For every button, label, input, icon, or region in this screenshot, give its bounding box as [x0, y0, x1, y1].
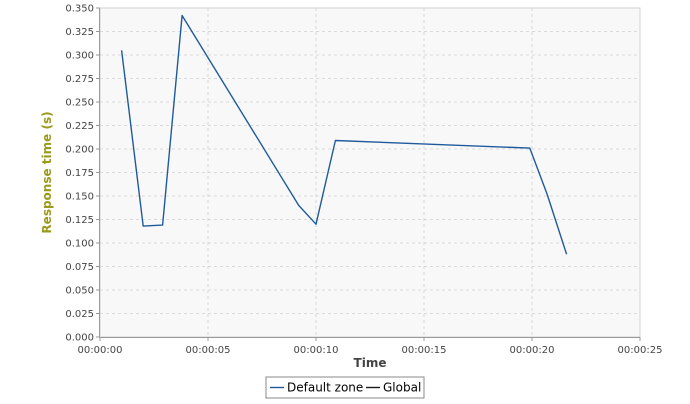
y-tick-label: 0.175	[65, 168, 94, 179]
y-tick-label: 0.075	[65, 262, 94, 273]
y-axis-title: Response time (s)	[40, 111, 54, 233]
y-tick-label: 0.000	[65, 333, 94, 344]
series-lines	[120, 14, 568, 255]
legend-label-global: Global	[383, 381, 421, 395]
x-tick-label: 00:00:15	[402, 345, 447, 356]
y-tick-label: 0.200	[65, 145, 94, 156]
y-tick-label: 0.150	[65, 192, 94, 203]
legend: Default zone Global	[265, 376, 425, 399]
y-tick-label: 0.250	[65, 98, 94, 109]
legend-box	[265, 376, 425, 399]
x-tick-label: 00:00:10	[294, 345, 339, 356]
x-tick-label: 00:00:20	[510, 345, 555, 356]
grid-lines	[100, 8, 640, 337]
y-tick-label: 0.225	[65, 121, 94, 132]
series-line-default-zone	[120, 14, 568, 255]
x-tick-label: 00:00:25	[618, 345, 663, 356]
y-tick-label: 0.275	[65, 74, 94, 85]
y-tick-label: 0.350	[65, 4, 94, 15]
y-tick-label: 0.100	[65, 239, 94, 250]
tick-labels: 0.000 0.025 0.050 0.075 0.100 0.125 0.150 0.175…	[65, 4, 662, 357]
y-tick-label: 0.050	[65, 286, 94, 297]
legend-label-default-zone: Default zone	[287, 381, 363, 395]
x-tick-label: 00:00:05	[186, 345, 231, 356]
y-tick-label: 0.025	[65, 309, 94, 320]
x-axis-title: Time	[354, 356, 387, 370]
y-tick-label: 0.125	[65, 215, 94, 226]
y-tick-label: 0.300	[65, 51, 94, 62]
x-tick-label: 00:00:00	[78, 345, 123, 356]
y-tick-label: 0.325	[65, 27, 94, 38]
